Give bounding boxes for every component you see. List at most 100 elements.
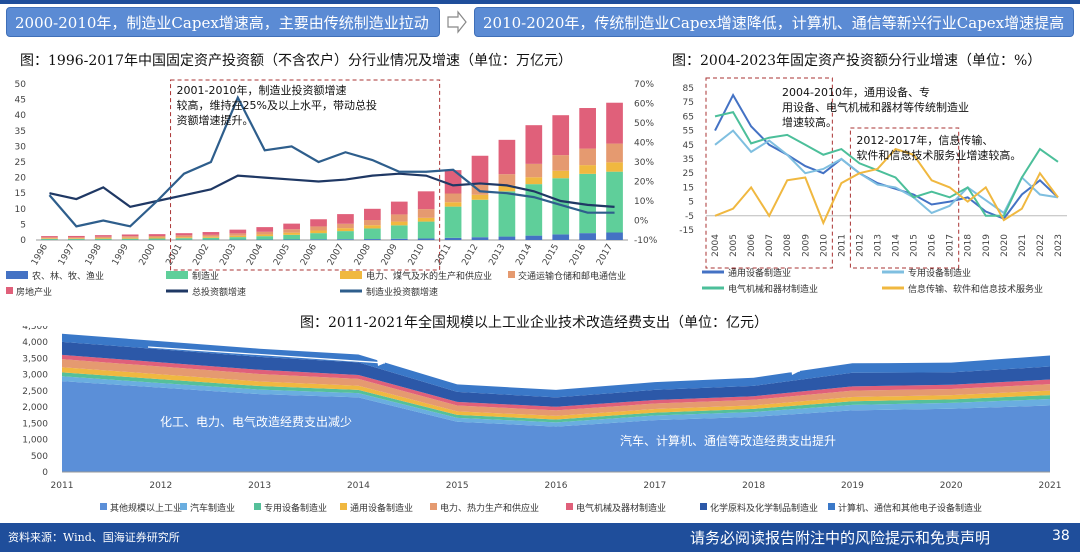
chart1-bar xyxy=(94,238,112,240)
chart1-y-tick: 50 xyxy=(15,80,27,90)
chart3-title: 图：2011-2021年全国规模以上工业企业技术改造经费支出（单位：亿元） xyxy=(300,315,768,331)
chart2-x-tick: 2021 xyxy=(1018,234,1028,257)
chart2-x-tick: 2015 xyxy=(910,234,920,257)
chart1-bar xyxy=(175,238,193,240)
chart3-legend-swatch xyxy=(566,503,573,510)
top-strip xyxy=(0,0,1080,4)
chart2-legend-label: 专用设备制造业 xyxy=(908,267,971,279)
chart1-legend-label: 房地产业 xyxy=(16,286,52,298)
chart1-bar xyxy=(417,238,435,240)
chart1-bar xyxy=(364,239,381,240)
chart1-legend-swatch xyxy=(6,271,28,279)
chart1-bar xyxy=(390,214,408,222)
chart1-y-tick: 25 xyxy=(15,158,26,168)
chart2-y-tick: 35 xyxy=(683,155,694,165)
chart1-bar xyxy=(606,232,623,240)
chart3-y-tick: 1,000 xyxy=(22,436,48,446)
chart1-x-tick: 2012 xyxy=(460,243,480,268)
chart1-bar xyxy=(337,239,354,240)
chart1-bar xyxy=(41,236,58,238)
chart2-series-line xyxy=(714,147,1059,226)
chart1-bar xyxy=(41,237,58,239)
chart1-bar xyxy=(68,238,85,240)
chart1-bar xyxy=(175,233,193,236)
chart3-area xyxy=(62,341,1050,407)
chart1-y-tick: 45 xyxy=(15,96,26,106)
chart1-bar xyxy=(148,237,166,239)
chart2-annotation-line: 2004-2010年，通用设备、专 xyxy=(782,85,930,99)
chart1-x-tick: 2008 xyxy=(353,242,373,267)
chart1-bar xyxy=(283,232,300,235)
chart2-y-tick: 75 xyxy=(683,98,694,108)
chart1-bar xyxy=(606,143,623,163)
chart1-bar xyxy=(229,235,247,238)
chart1-bar xyxy=(175,235,193,238)
chart1-bar xyxy=(471,155,489,185)
chart3-legend-swatch xyxy=(828,503,835,510)
chart1-bar xyxy=(390,221,408,226)
chart1-y-tick: 10 xyxy=(15,205,27,215)
footer-source: 资料来源：Wind、国海证券研究所 xyxy=(8,531,180,544)
chart3-x-tick: 2011 xyxy=(51,481,74,491)
chart1-y-tick: 15 xyxy=(15,189,26,199)
chart1-title: 图：1996-2017年中国固定资产投资额（不含农户）分行业情况及增速（单位：万… xyxy=(20,53,572,69)
chart1-y-tick: 20 xyxy=(15,174,27,184)
chart2-annotation-line: 用设备、电气机械和器材等传统制造业 xyxy=(782,100,969,114)
chart1-bar xyxy=(606,162,623,172)
chart1-bar xyxy=(444,193,462,203)
chart3-y-tick: 0 xyxy=(42,468,48,478)
chart1-bar xyxy=(202,237,220,240)
chart2-x-tick: 2020 xyxy=(1000,234,1010,257)
chart1-bar xyxy=(498,191,516,237)
chart2-annotation-line: 2012-2017年，信息传输、 xyxy=(856,133,993,147)
chart1-bar xyxy=(337,231,354,240)
chart3-y-tick: 2,500 xyxy=(22,387,48,397)
chart1-bar xyxy=(579,108,596,149)
chart1-bar xyxy=(471,199,489,238)
chart1-annotation-box xyxy=(170,79,441,271)
chart1-bar xyxy=(121,234,139,237)
chart2-industry-growth: -15 -5 5 15 25 35 45 55 65 75 85 2004 2005 2006 2007 20… xyxy=(679,77,1067,295)
chart1-x-tick: 2013 xyxy=(487,242,507,267)
chart3-x-tick: 2020 xyxy=(940,481,963,491)
chart3-x-tick: 2012 xyxy=(149,481,172,491)
chart1-bar xyxy=(390,225,408,239)
chart1-x-tick: 1996 xyxy=(30,242,50,267)
chart3-legend-swatch xyxy=(180,503,187,510)
chart1-x-tick: 2007 xyxy=(326,243,346,268)
chart3-x-tick: 2013 xyxy=(248,481,271,491)
chart1-x-tick: 2002 xyxy=(191,243,211,268)
chart1-bar xyxy=(283,234,300,240)
chart2-x-tick: 2004 xyxy=(711,234,721,257)
chart3-x-tick: 2019 xyxy=(841,481,864,491)
chart3-legend-label: 汽车制造业 xyxy=(190,502,235,514)
chart1-legend-swatch xyxy=(166,271,188,279)
chart3-legend-swatch xyxy=(700,503,707,510)
chart2-y-tick: 5 xyxy=(688,198,694,208)
chart1-bar xyxy=(121,237,139,239)
chart3-trend-arrow xyxy=(611,370,801,385)
chart3-legend-swatch xyxy=(254,503,261,510)
chart3-legend-label: 其他规模以上工业 xyxy=(110,502,182,514)
chart1-y2-tick: 70% xyxy=(634,80,654,90)
chart2-series-line xyxy=(714,129,1059,215)
chart1-bar xyxy=(310,226,327,231)
chart2-x-tick: 2005 xyxy=(729,234,739,257)
chart1-bar xyxy=(310,239,327,240)
chart1-bar xyxy=(148,236,166,238)
chart2-x-tick: 2013 xyxy=(873,234,883,257)
chart3-legend-label: 化学原料及化学制品制造业 xyxy=(710,502,818,514)
chart1-y2-tick: 10% xyxy=(634,197,654,207)
chart1-bar xyxy=(229,233,247,236)
chart1-bar xyxy=(498,185,516,192)
chart3-y-tick: 4,000 xyxy=(22,338,48,348)
chart1-bar xyxy=(310,233,327,240)
chart1-bar xyxy=(202,232,220,235)
chart2-x-tick: 2017 xyxy=(946,234,956,257)
chart1-series-line xyxy=(48,95,615,228)
chart1-x-tick: 2016 xyxy=(568,242,588,267)
chart1-bar xyxy=(41,238,58,239)
chart1-x-tick: 1998 xyxy=(84,242,104,267)
chart1-legend-swatch xyxy=(6,287,13,294)
chart1-bar xyxy=(94,237,112,239)
